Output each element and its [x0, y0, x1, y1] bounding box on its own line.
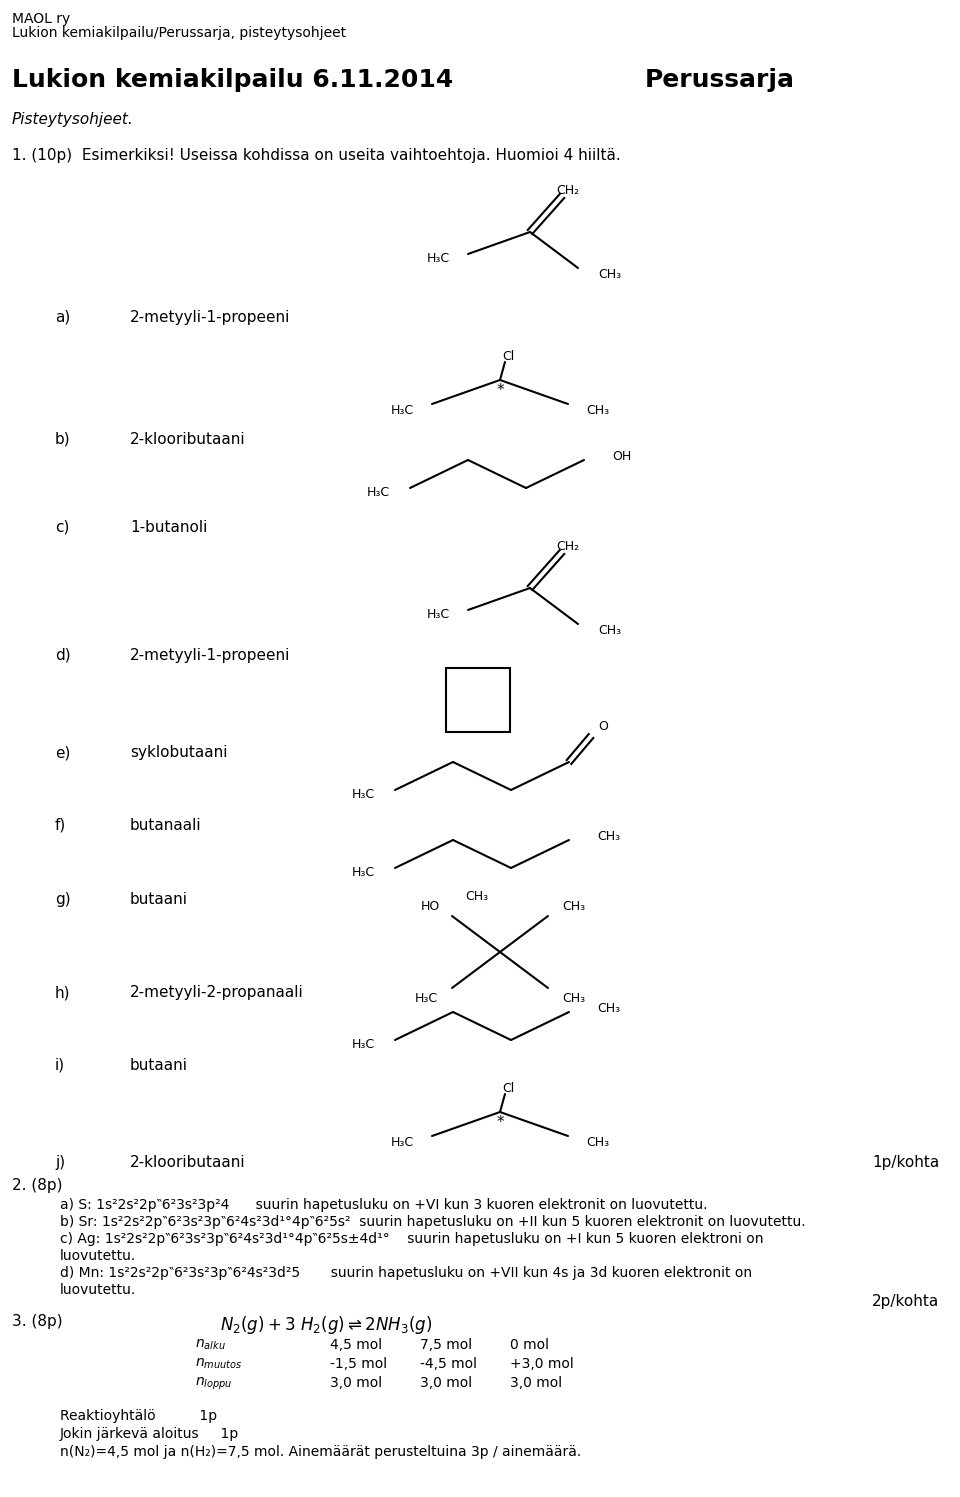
- Text: c) Ag: 1s²2s²2p‶6²3s²3p‶6²4s²3d¹°4p‶6²5s±4d¹°    suurin hapetusluku on +I kun 5 : c) Ag: 1s²2s²2p‶6²3s²3p‶6²4s²3d¹°4p‶6²5s…: [60, 1232, 763, 1246]
- Text: 2p/kohta: 2p/kohta: [872, 1293, 939, 1308]
- Text: Reaktioyhtälö          1p: Reaktioyhtälö 1p: [60, 1409, 217, 1424]
- Text: luovutettu.: luovutettu.: [60, 1283, 136, 1296]
- Text: b): b): [55, 433, 71, 448]
- Text: H₃C: H₃C: [367, 487, 390, 500]
- Text: Lukion kemiakilpailu 6.11.2014: Lukion kemiakilpailu 6.11.2014: [12, 67, 453, 91]
- Text: 2-metyyli-1-propeeni: 2-metyyli-1-propeeni: [130, 310, 290, 325]
- Text: H₃C: H₃C: [427, 608, 450, 620]
- Text: 3. (8p): 3. (8p): [12, 1314, 62, 1329]
- Text: n(N₂)=4,5 mol ja n(H₂)=7,5 mol. Ainemäärät perusteltuina 3p / ainemäärä.: n(N₂)=4,5 mol ja n(H₂)=7,5 mol. Ainemäär…: [60, 1445, 581, 1460]
- Text: Perussarja: Perussarja: [645, 67, 795, 91]
- Text: Pisteytysohjeet.: Pisteytysohjeet.: [12, 112, 133, 127]
- Text: a): a): [55, 310, 70, 325]
- Text: butaani: butaani: [130, 1058, 188, 1073]
- Text: butaani: butaani: [130, 892, 188, 907]
- Text: c): c): [55, 519, 69, 534]
- Text: $n_{alku}$: $n_{alku}$: [195, 1338, 226, 1352]
- Text: CH₃: CH₃: [598, 268, 621, 280]
- Text: 7,5 mol: 7,5 mol: [420, 1338, 472, 1352]
- Text: $n_{muutos}$: $n_{muutos}$: [195, 1356, 242, 1371]
- Text: H₃C: H₃C: [352, 789, 375, 801]
- Text: CH₃: CH₃: [597, 1001, 620, 1015]
- Text: 3,0 mol: 3,0 mol: [510, 1376, 563, 1391]
- Text: f): f): [55, 817, 66, 832]
- Text: H₃C: H₃C: [352, 867, 375, 880]
- Text: j): j): [55, 1156, 65, 1171]
- Text: $N_2(g) + 3\ H_2(g) \rightleftharpoons 2NH_3(g)$: $N_2(g) + 3\ H_2(g) \rightleftharpoons 2…: [220, 1314, 432, 1335]
- Text: 1. (10p)  Esimerkiksi! Useissa kohdissa on useita vaihtoehtoja. Huomioi 4 hiiltä: 1. (10p) Esimerkiksi! Useissa kohdissa o…: [12, 148, 621, 163]
- Text: 2. (8p): 2. (8p): [12, 1178, 62, 1193]
- Text: 2-metyyli-1-propeeni: 2-metyyli-1-propeeni: [130, 648, 290, 663]
- Text: H₃C: H₃C: [427, 251, 450, 265]
- Text: syklobutaani: syklobutaani: [130, 746, 228, 760]
- Text: CH₃: CH₃: [598, 623, 621, 636]
- Text: 3,0 mol: 3,0 mol: [420, 1376, 472, 1391]
- Text: -1,5 mol: -1,5 mol: [330, 1356, 387, 1371]
- Text: 3,0 mol: 3,0 mol: [330, 1376, 382, 1391]
- Text: CH₃: CH₃: [597, 829, 620, 843]
- Text: h): h): [55, 985, 70, 1000]
- Text: CH₃: CH₃: [465, 889, 488, 903]
- Text: HO: HO: [420, 900, 440, 913]
- Text: H₃C: H₃C: [391, 404, 414, 416]
- Text: Jokin järkevä aloitus     1p: Jokin järkevä aloitus 1p: [60, 1427, 239, 1442]
- Text: Cl: Cl: [502, 1081, 515, 1094]
- Text: CH₂: CH₂: [557, 184, 580, 196]
- Text: 2-klooributaani: 2-klooributaani: [130, 1156, 246, 1171]
- Text: d) Mn: 1s²2s²2p‶6²3s²3p‶6²4s²3d²5       suurin hapetusluku on +VII kun 4s ja 3d : d) Mn: 1s²2s²2p‶6²3s²3p‶6²4s²3d²5 suurin…: [60, 1266, 752, 1280]
- Text: a) S: 1s²2s²2p‶6²3s²3p²4      suurin hapetusluku on +VI kun 3 kuoren elektronit : a) S: 1s²2s²2p‶6²3s²3p²4 suurin hapetusl…: [60, 1198, 708, 1213]
- Text: O: O: [598, 720, 608, 732]
- Text: MAOL ry: MAOL ry: [12, 12, 70, 25]
- Text: CH₃: CH₃: [562, 900, 586, 913]
- Text: Lukion kemiakilpailu/Perussarja, pisteytysohjeet: Lukion kemiakilpailu/Perussarja, pisteyt…: [12, 25, 347, 40]
- Text: 1p/kohta: 1p/kohta: [872, 1156, 939, 1171]
- Text: H₃C: H₃C: [391, 1136, 414, 1148]
- Text: *: *: [496, 1114, 504, 1130]
- Text: e): e): [55, 746, 70, 760]
- Text: 2-klooributaani: 2-klooributaani: [130, 433, 246, 448]
- Text: OH: OH: [612, 449, 632, 463]
- Text: H₃C: H₃C: [352, 1039, 375, 1051]
- Text: +3,0 mol: +3,0 mol: [510, 1356, 574, 1371]
- Text: 0 mol: 0 mol: [510, 1338, 549, 1352]
- Text: CH₃: CH₃: [562, 991, 586, 1004]
- Text: d): d): [55, 648, 71, 663]
- Text: -4,5 mol: -4,5 mol: [420, 1356, 477, 1371]
- Text: Cl: Cl: [502, 349, 515, 362]
- Text: CH₂: CH₂: [557, 539, 580, 552]
- Text: CH₃: CH₃: [586, 1136, 610, 1148]
- Text: b) Sr: 1s²2s²2p‶6²3s²3p‶6²4s²3d¹°4p‶6²5s²  suurin hapetusluku on +II kun 5 kuore: b) Sr: 1s²2s²2p‶6²3s²3p‶6²4s²3d¹°4p‶6²5s…: [60, 1216, 805, 1229]
- Text: 2-metyyli-2-propanaali: 2-metyyli-2-propanaali: [130, 985, 303, 1000]
- Text: *: *: [496, 383, 504, 398]
- Text: CH₃: CH₃: [586, 404, 610, 416]
- Text: i): i): [55, 1058, 65, 1073]
- Text: H₃C: H₃C: [415, 991, 438, 1004]
- Text: 1-butanoli: 1-butanoli: [130, 519, 207, 534]
- Text: $n_{loppu}$: $n_{loppu}$: [195, 1376, 232, 1392]
- Text: g): g): [55, 892, 71, 907]
- Bar: [446, 668, 510, 732]
- Text: butanaali: butanaali: [130, 817, 202, 832]
- Text: luovutettu.: luovutettu.: [60, 1248, 136, 1263]
- Text: 4,5 mol: 4,5 mol: [330, 1338, 382, 1352]
